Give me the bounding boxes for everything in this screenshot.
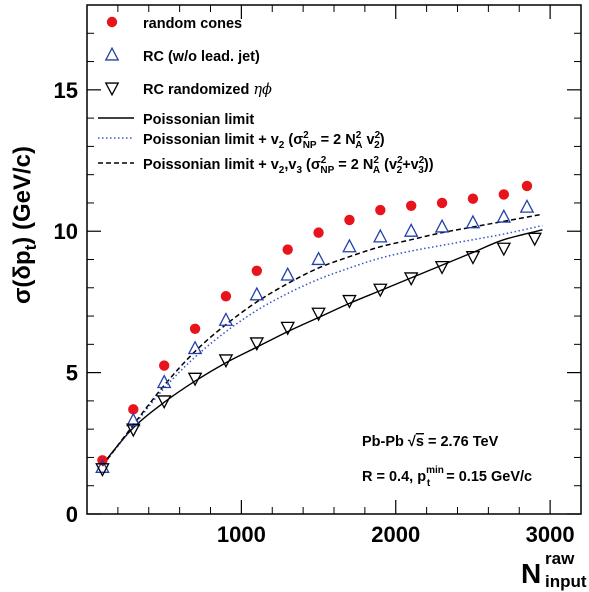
data-point — [496, 208, 512, 223]
legend-label-random-cones: random cones — [143, 16, 242, 32]
data-point — [403, 223, 419, 237]
data-point — [280, 266, 295, 281]
data-point — [434, 218, 450, 233]
series-line-solid — [101, 229, 543, 465]
series-line-dashed — [101, 213, 543, 467]
data-point — [436, 197, 448, 209]
series-open-triangle-up — [95, 198, 535, 473]
data-point — [313, 227, 324, 238]
data-point — [527, 232, 542, 247]
data-point — [311, 251, 326, 266]
data-point — [187, 340, 203, 355]
y-axis-title-sub: t — [21, 244, 40, 250]
data-point — [311, 307, 326, 322]
legend-marker — [104, 82, 120, 97]
data-point — [158, 360, 170, 371]
data-point — [282, 244, 293, 255]
legend-label-poissonian-v2: Poissonian limit + v2 (σ2 NP = 2 N2 A v2 2) — [143, 130, 385, 151]
data-point — [465, 214, 481, 229]
legend-label-poissonian: Poissonian limit — [143, 112, 254, 128]
data-point — [95, 459, 110, 473]
y-axis-title: σ(δpt) (GeV/c) — [9, 146, 40, 304]
legend-label-rc-randomized-text: RC randomized — [143, 82, 253, 98]
x-tick-label: 2000 — [371, 522, 420, 547]
legend-label-rc-randomized: RC randomized ηϕ — [143, 82, 272, 98]
data-point — [126, 412, 141, 427]
y-tick-label: 10 — [54, 219, 78, 244]
series-filled-circle — [97, 180, 533, 466]
x-axis-title: N — [521, 558, 541, 589]
data-point — [218, 354, 234, 369]
annotation-jet-params: R = 0.4, pmin t = 0.15 GeV/c — [362, 465, 532, 489]
axes: 0 5 10 15 1000 2000 3000 — [54, 4, 582, 547]
data-point — [467, 193, 479, 204]
data-point — [498, 189, 510, 200]
legend-marker — [104, 46, 120, 61]
series-open-triangle-down — [95, 232, 542, 477]
y-tick-label: 5 — [66, 361, 78, 386]
data-point — [373, 228, 388, 243]
legend-label-rc-randomized-symbol: ηϕ — [253, 82, 272, 98]
x-tick-label: 3000 — [526, 522, 575, 547]
legend-label-poissonian-v2-v3: Poissonian limit + v2,v3 (σ2 NP = 2 N2 A (… — [143, 155, 434, 176]
data-point — [342, 294, 357, 309]
data-point — [156, 395, 172, 410]
data-point — [95, 463, 110, 477]
data-point — [251, 265, 263, 277]
x-axis-title-main: N — [521, 558, 541, 589]
data-point — [496, 242, 512, 257]
data-point — [403, 272, 419, 287]
x-axis-title-sub: input — [545, 572, 587, 591]
data-point — [280, 321, 295, 336]
legend: random cones RC (w/o lead. jet) RC rando… — [98, 16, 434, 176]
legend-label-rc-wo-lead-jet: RC (w/o lead. jet) — [143, 49, 260, 65]
data-point — [187, 372, 203, 387]
data-point — [521, 180, 533, 192]
y-axis-title-tail: ) (GeV/c) — [9, 146, 36, 245]
legend-marker — [106, 16, 118, 28]
data-point — [465, 251, 481, 265]
data-point — [434, 260, 450, 275]
annotations: Pb-Pb √s = 2.76 TeV R = 0.4, pmin t = 0.1… — [362, 434, 532, 489]
x-axis-title-sup: raw — [545, 549, 575, 568]
series-layer — [95, 180, 543, 477]
data-point — [189, 323, 201, 334]
y-axis-title-main: σ(δp — [9, 250, 36, 304]
data-point — [519, 198, 535, 213]
series-line-dotted — [101, 224, 543, 467]
data-point — [342, 238, 357, 253]
data-point — [373, 283, 388, 298]
data-point — [249, 286, 265, 301]
data-point — [218, 312, 234, 326]
data-point — [249, 337, 265, 352]
data-point — [405, 200, 417, 211]
x-tick-label: 1000 — [217, 522, 266, 547]
data-point — [220, 291, 232, 302]
data-point — [156, 374, 172, 389]
y-tick-label: 0 — [66, 502, 78, 527]
data-point — [375, 204, 386, 216]
legend-markers — [98, 16, 134, 164]
data-point — [126, 423, 141, 438]
annotation-collision: Pb-Pb √s = 2.76 TeV — [362, 434, 499, 450]
data-point — [344, 214, 355, 226]
y-tick-label: 15 — [54, 78, 78, 103]
data-point — [128, 404, 139, 415]
